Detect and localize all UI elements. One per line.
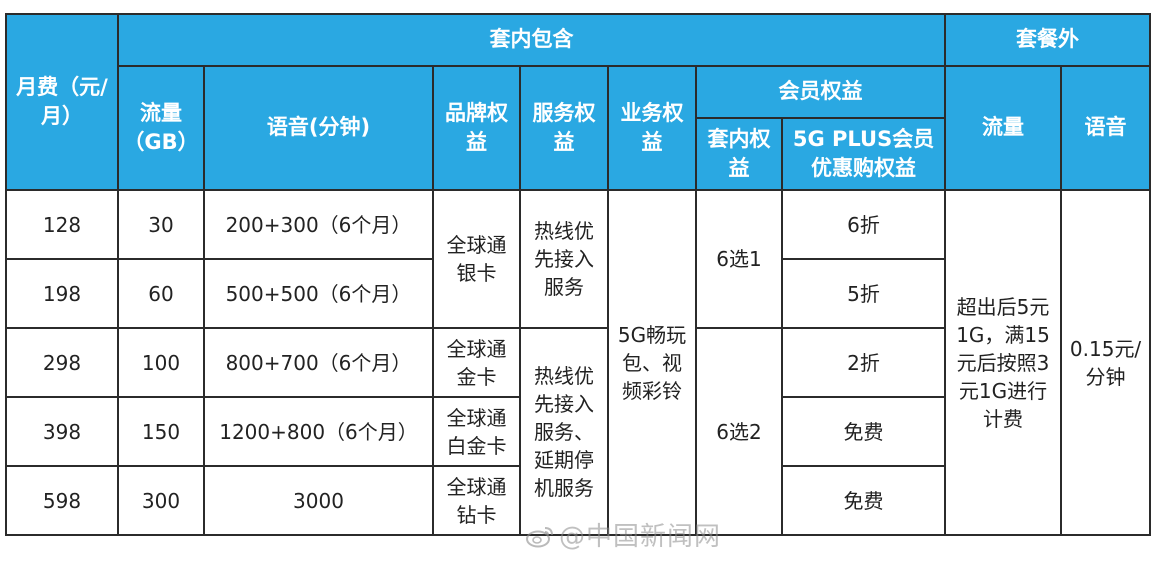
- data-cell: 150: [117, 396, 205, 467]
- extra-data-rule-cell: 超出后5元1G，满15元后按照3元1G进行计费: [944, 189, 1063, 536]
- voice-cell: 3000: [203, 465, 434, 536]
- header-monthly-fee: 月费（元/月）: [5, 13, 119, 191]
- watermark-text: @中国新闻网: [559, 522, 722, 552]
- table-row: 128 30 200+300（6个月） 全球通银卡 热线优先接入服务 5G畅玩包…: [5, 189, 1152, 536]
- header-voice-min: 语音(分钟): [203, 65, 434, 191]
- brand-gold-cell: 全球通金卡: [432, 327, 521, 398]
- voice-cell: 800+700（6个月）: [203, 327, 434, 398]
- fee-cell: 128: [5, 189, 119, 260]
- voice-cell: 200+300（6个月）: [203, 189, 434, 260]
- header-service-rights: 服务权益: [519, 65, 609, 191]
- watermark: @中国新闻网: [525, 516, 721, 553]
- weibo-icon: [526, 527, 553, 548]
- plus-cell: 6折: [780, 189, 947, 260]
- service-a-cell: 热线优先接入服务: [519, 189, 609, 329]
- table-row: 298 100 800+700（6个月） 全球通金卡 热线优先接入服务、延期停机…: [5, 327, 1150, 536]
- header-extra-voice: 语音: [1060, 65, 1152, 191]
- table-row: 398 150 1200+800（6个月） 全球通白金卡 免费: [5, 396, 1150, 467]
- data-cell: 60: [117, 258, 205, 329]
- header-business-rights: 业务权益: [607, 65, 697, 191]
- plus-cell: 免费: [780, 396, 947, 467]
- extra-voice-rule-cell: 0.15元/分钟: [1060, 189, 1152, 536]
- table-row: 598 300 3000 全球通钻卡 免费: [5, 465, 1150, 536]
- choose-1-cell: 6选1: [695, 189, 783, 329]
- header-in-plan-rights: 套内权益: [695, 117, 783, 191]
- fee-cell: 598: [5, 465, 119, 536]
- header-included: 套内包含: [116, 13, 947, 67]
- fee-cell: 298: [5, 327, 119, 398]
- data-cell: 300: [117, 465, 205, 536]
- fee-cell: 398: [5, 396, 119, 467]
- plus-cell: 免费: [780, 465, 947, 536]
- plan-table: 月费（元/月） 套内包含 套餐外 流量（GB） 语音(分钟) 品牌权益 服务权益…: [5, 13, 1152, 536]
- header-member-rights: 会员权益: [694, 65, 947, 119]
- service-b-cell: 热线优先接入服务、延期停机服务: [519, 327, 609, 536]
- brand-platinum-cell: 全球通白金卡: [432, 396, 521, 467]
- header-extra-data: 流量: [944, 65, 1063, 191]
- plus-cell: 2折: [780, 327, 947, 398]
- header-extra: 套餐外: [944, 13, 1152, 67]
- header-brand-rights: 品牌权益: [432, 65, 521, 191]
- table-row: 198 60 500+500（6个月） 5折: [5, 258, 1150, 329]
- business-cell: 5G畅玩包、视频彩铃: [607, 189, 697, 536]
- voice-cell: 500+500（6个月）: [203, 258, 434, 329]
- brand-diamond-cell: 全球通钻卡: [432, 465, 521, 536]
- data-cell: 100: [117, 327, 205, 398]
- header-data-gb: 流量（GB）: [117, 65, 205, 191]
- data-cell: 30: [117, 189, 205, 260]
- voice-cell: 1200+800（6个月）: [203, 396, 434, 467]
- brand-silver-cell: 全球通银卡: [432, 189, 521, 329]
- header-plus-rights: 5G PLUS会员优惠购权益: [780, 117, 947, 191]
- fee-cell: 198: [5, 258, 119, 329]
- choose-2-cell: 6选2: [695, 327, 783, 536]
- plus-cell: 5折: [780, 258, 947, 329]
